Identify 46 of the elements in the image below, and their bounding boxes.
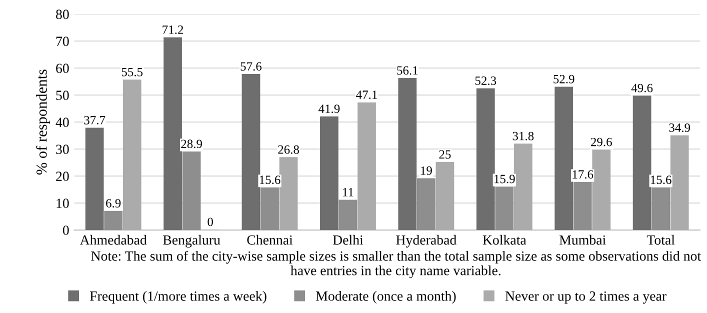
y-tick-label: 60 bbox=[56, 64, 69, 74]
x-tick-label: Bengaluru bbox=[163, 234, 220, 248]
data-label: 19 bbox=[421, 166, 432, 175]
y-tick-label: 80 bbox=[56, 10, 69, 20]
data-label: 15.6 bbox=[650, 176, 672, 184]
legend-label: Moderate (once a month) bbox=[316, 290, 456, 304]
data-label: 41.9 bbox=[318, 104, 340, 114]
y-axis-title: % of respondents bbox=[36, 70, 50, 175]
y-tick-label: 50 bbox=[56, 90, 69, 100]
data-label: 17.6 bbox=[572, 170, 594, 179]
x-tick-label: Hyderabad bbox=[396, 234, 456, 248]
data-label: 34.9 bbox=[669, 124, 690, 132]
y-tick-label: 40 bbox=[56, 118, 69, 128]
x-tick-label: Kolkata bbox=[482, 234, 526, 245]
data-label: 26.8 bbox=[278, 145, 299, 154]
data-label: 37.7 bbox=[84, 116, 106, 124]
data-label: 0 bbox=[208, 218, 213, 226]
data-label: 6.9 bbox=[106, 199, 121, 208]
data-label: 29.6 bbox=[590, 138, 612, 146]
y-tick-label: 70 bbox=[56, 36, 69, 46]
data-label: 52.3 bbox=[475, 76, 496, 85]
y-tick-label: 20 bbox=[56, 172, 69, 182]
y-tick-label: 0 bbox=[62, 226, 69, 236]
data-label: 15.9 bbox=[494, 174, 515, 184]
x-tick-label: Ahmedabad bbox=[80, 234, 147, 245]
y-tick-label: 30 bbox=[56, 144, 69, 154]
data-label: 57.6 bbox=[240, 62, 262, 71]
data-label: 11 bbox=[343, 188, 354, 196]
y-tick-label: 10 bbox=[56, 198, 69, 208]
x-tick-label: Mumbai bbox=[559, 234, 606, 245]
x-tick-label: Chennai bbox=[247, 234, 293, 245]
data-label: 15.6 bbox=[260, 176, 280, 184]
legend-label: Never or up to 2 times a year bbox=[505, 291, 666, 304]
x-tick-label: Total bbox=[646, 234, 675, 245]
data-label: 47.1 bbox=[356, 90, 377, 100]
data-label: 55.5 bbox=[122, 68, 143, 76]
text: Note: The sum of the city-wise sample sizes is smaller than the total sample size as some observations did not have entries in the city name variable. bbox=[91, 250, 702, 278]
data-label: 71.2 bbox=[162, 26, 184, 34]
legend-label: Frequent (1/more times a week) bbox=[90, 290, 266, 304]
x-tick-label: Delhi bbox=[332, 234, 364, 245]
data-label: 56.1 bbox=[397, 66, 418, 75]
data-label: 31.8 bbox=[512, 132, 534, 140]
data-label: 28.9 bbox=[181, 140, 202, 148]
data-label: 52.9 bbox=[554, 74, 574, 84]
data-label: 49.6 bbox=[631, 84, 653, 92]
data-label: 25 bbox=[439, 150, 451, 159]
